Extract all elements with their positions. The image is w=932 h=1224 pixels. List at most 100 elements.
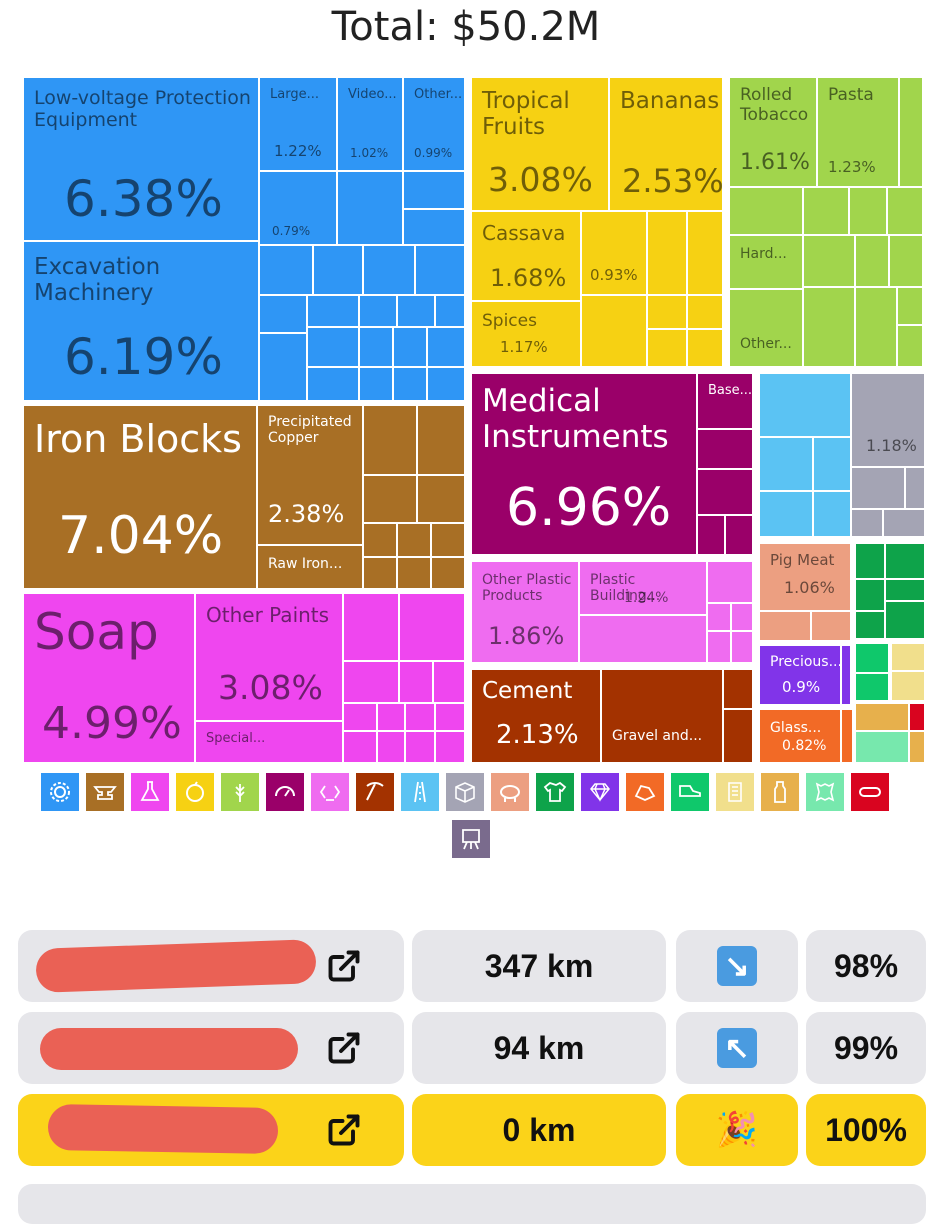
shirt-icon[interactable] [536, 773, 574, 811]
tile-mag-g[interactable] [376, 702, 406, 732]
road-icon[interactable] [401, 773, 439, 811]
tile-grn-g[interactable] [854, 234, 890, 288]
tile-brown-j[interactable] [430, 556, 466, 590]
tile-blue-n[interactable] [306, 326, 360, 368]
tile-blue-b[interactable] [402, 170, 466, 210]
tile-mag-e[interactable] [432, 660, 466, 704]
easel-icon[interactable] [452, 820, 490, 858]
tile-other-elec[interactable]: Other... 0.99% [402, 76, 466, 172]
tile-pasta[interactable]: Pasta 1.23% [816, 76, 900, 188]
tile-lblue-d[interactable] [758, 490, 814, 538]
tile-blue-h[interactable] [258, 294, 308, 334]
tile-small-yellow[interactable]: 0.93% [580, 210, 648, 296]
gauge-icon[interactable] [266, 773, 304, 811]
tile-grn-l[interactable] [896, 324, 924, 368]
tile-dgreen-c[interactable] [854, 578, 886, 612]
tile-blue-p[interactable] [392, 326, 428, 368]
tile-other-paints[interactable]: Other Paints 3.08% [194, 592, 344, 722]
tile-pur-c[interactable] [696, 514, 726, 556]
tile-grn-f[interactable] [802, 234, 856, 288]
tile-brown-f[interactable] [396, 522, 432, 558]
tile-blue-i[interactable] [306, 294, 360, 328]
gear-icon[interactable] [41, 773, 79, 811]
tile-hard[interactable]: Hard... [728, 234, 804, 290]
tile-precious[interactable]: Precious... 0.9% [758, 644, 842, 706]
tile-blue-g[interactable] [414, 244, 466, 296]
tile-dgreen-d[interactable] [884, 578, 926, 602]
pig-icon[interactable] [491, 773, 529, 811]
tile-mag-a[interactable] [342, 592, 400, 662]
tile-precip-copper[interactable]: Precipitated Copper 2.38% [256, 404, 364, 546]
tile-lblue-e[interactable] [812, 490, 852, 538]
tile-blue-t[interactable] [392, 366, 428, 402]
tile-brown-i[interactable] [396, 556, 432, 590]
tile-grn-k[interactable] [896, 286, 924, 326]
fruit-icon[interactable] [176, 773, 214, 811]
tile-blue-d[interactable] [258, 244, 314, 296]
tile-pink-e[interactable] [706, 630, 732, 664]
tile-grn-a[interactable] [898, 76, 924, 188]
tile-brown-g[interactable] [430, 522, 466, 558]
tile-brown-b[interactable] [416, 404, 466, 476]
tile-brown-d[interactable] [416, 474, 466, 524]
tile-base[interactable]: Base... [696, 372, 754, 430]
tile-mag-m[interactable] [434, 730, 466, 764]
tile-blue-e[interactable] [312, 244, 364, 296]
tile-grey-b[interactable] [904, 466, 926, 510]
tile-rust-a[interactable] [722, 668, 754, 710]
external-link-icon[interactable] [326, 1030, 362, 1066]
tile-mag-b[interactable] [398, 592, 466, 662]
tile-video[interactable]: Video... 1.02% [336, 76, 404, 172]
tile-raw-iron[interactable]: Raw Iron... [256, 544, 364, 590]
tile-blue-q[interactable] [426, 326, 466, 368]
stone-icon[interactable] [626, 773, 664, 811]
tile-pink-a[interactable] [578, 614, 708, 664]
tile-yel-f[interactable] [646, 328, 688, 368]
shoe-icon[interactable] [671, 773, 709, 811]
tile-grey-big[interactable]: 1.18% [850, 372, 926, 468]
tile-lblue-a[interactable] [758, 372, 852, 438]
tile-yel-e[interactable] [686, 294, 724, 330]
tile-blue-a[interactable] [336, 170, 404, 246]
tile-iron-blocks[interactable]: Iron Blocks 7.04% [22, 404, 258, 590]
tile-special[interactable]: Special... [194, 720, 344, 764]
tile-brown-e[interactable] [362, 522, 398, 558]
tile-grn-e[interactable] [886, 186, 924, 236]
tile-low-voltage[interactable]: Low-voltage Protection Equipment 6.38% [22, 76, 260, 242]
tile-grn-j[interactable] [854, 286, 898, 368]
tile-brown-a[interactable] [362, 404, 418, 476]
tile-blue-m[interactable] [258, 332, 308, 402]
tile-grey-a[interactable] [850, 466, 906, 510]
tile-grn-c[interactable] [802, 186, 850, 236]
tile-mag-i[interactable] [434, 702, 466, 732]
tile-small-blue[interactable]: 0.79% [258, 170, 338, 246]
tile-yel-b[interactable] [686, 210, 724, 296]
external-link-icon[interactable] [326, 1112, 362, 1148]
tile-glass[interactable]: Glass... 0.82% [758, 708, 842, 764]
tile-salmon-a[interactable] [758, 610, 812, 642]
hide-icon[interactable] [806, 773, 844, 811]
tile-grn-i[interactable] [802, 286, 856, 368]
wheat-icon[interactable] [221, 773, 259, 811]
tile-blue-f[interactable] [362, 244, 416, 296]
tile-grn-d[interactable] [848, 186, 888, 236]
tile-pink-c[interactable] [706, 602, 732, 632]
tile-yel-a[interactable] [646, 210, 688, 296]
tile-pink-d[interactable] [730, 602, 754, 632]
tile-pur-b[interactable] [696, 468, 754, 516]
tile-soap[interactable]: Soap 4.99% [22, 592, 196, 764]
tile-blue-k[interactable] [396, 294, 436, 328]
recycle-icon[interactable] [311, 773, 349, 811]
tile-grn-b[interactable] [728, 186, 804, 236]
tile-grn-h[interactable] [888, 234, 924, 288]
tile-cream-a[interactable] [890, 642, 926, 672]
tile-large[interactable]: Large... 1.22% [258, 76, 338, 172]
tile-blue-r[interactable] [306, 366, 360, 402]
tile-dgreen-f[interactable] [854, 610, 886, 640]
tile-blue-j[interactable] [358, 294, 398, 328]
tile-dgreen-a[interactable] [854, 542, 886, 580]
external-link-icon[interactable] [326, 948, 362, 984]
tile-cassava[interactable]: Cassava 1.68% [470, 210, 582, 302]
pipe-icon[interactable] [851, 773, 889, 811]
tile-pig-meat[interactable]: Pig Meat 1.06% [758, 542, 852, 612]
